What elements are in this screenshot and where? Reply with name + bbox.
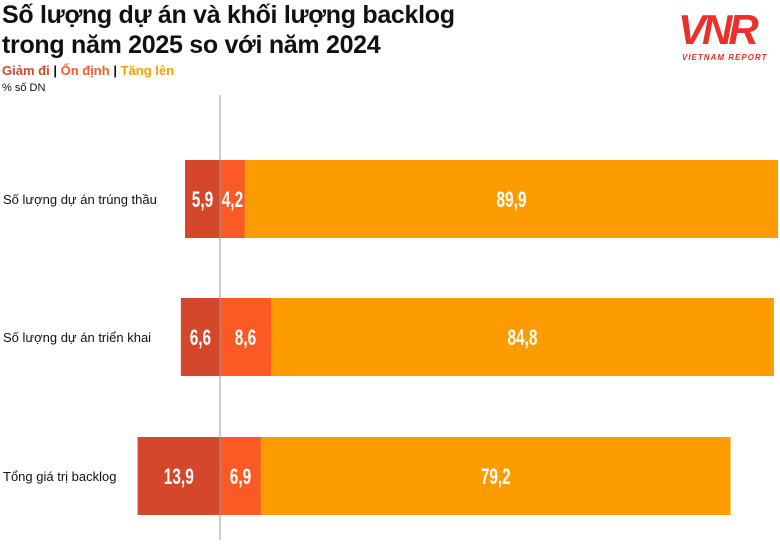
category-label: Số lượng dự án triển khai (3, 330, 151, 345)
legend-stable: Ổn định (60, 63, 110, 78)
data-label: 5,9 (192, 188, 213, 212)
bar-increase (260, 437, 731, 515)
data-label: 4,2 (222, 188, 243, 212)
title-line-2: trong năm 2025 so với năm 2024 (2, 31, 381, 59)
vietnam-report-logo: VNR VIETNAM REPORT (676, 0, 780, 62)
bar-increase (270, 298, 774, 376)
bar-stable (220, 437, 261, 515)
category-label: Số lượng dự án trúng thầu (3, 192, 157, 207)
data-label: 6,6 (190, 326, 211, 350)
title-line-1: Số lượng dự án và khối lượng backlog (2, 1, 455, 29)
legend-separator: | (53, 63, 57, 78)
data-label: 6,9 (230, 465, 251, 489)
bar-decrease (180, 298, 220, 376)
legend-decrease: Giảm đi (2, 63, 50, 78)
bar-stable (220, 160, 245, 238)
category-label: Tổng giá trị backlog (3, 469, 116, 484)
unit-label: % số DN (2, 82, 46, 94)
bar-increase (244, 160, 779, 238)
legend-increase: Tăng lên (120, 63, 175, 78)
data-label: 84,8 (507, 326, 537, 350)
data-label: 89,9 (496, 188, 526, 212)
bar-decrease (137, 437, 220, 515)
data-label: 8,6 (235, 326, 256, 350)
chart-title: Số lượng dự án và khối lượng backlog tro… (2, 0, 455, 60)
svg-text:VNR: VNR (678, 6, 759, 53)
bar-stable (220, 298, 271, 376)
svg-text:VIETNAM REPORT: VIETNAM REPORT (682, 53, 768, 62)
data-label: 13,9 (164, 465, 194, 489)
data-label: 79,2 (481, 465, 511, 489)
legend: Giảm đi | Ổn định | Tăng lên (2, 63, 174, 78)
legend-separator: | (113, 63, 117, 78)
bar-decrease (185, 160, 220, 238)
